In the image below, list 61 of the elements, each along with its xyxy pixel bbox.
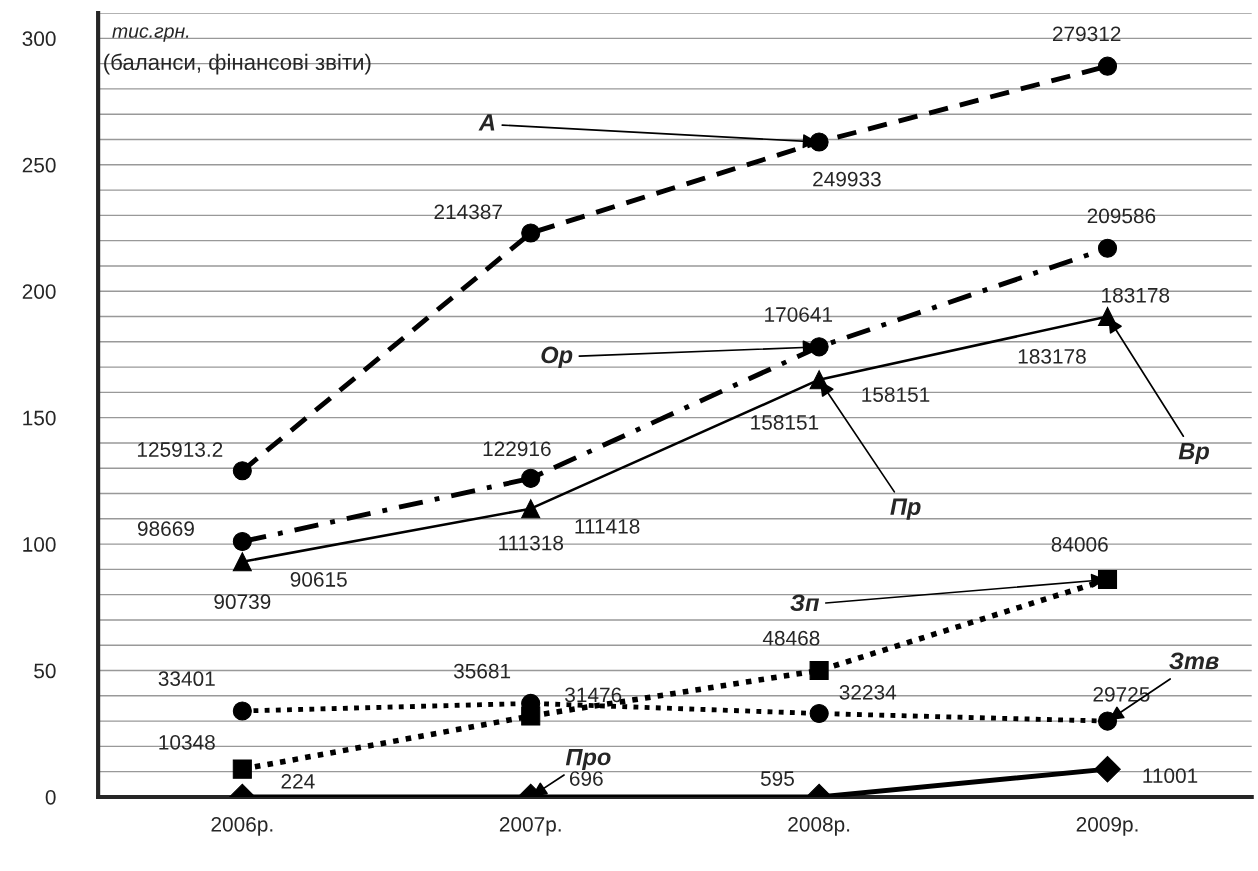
annotation: 279312 [1052,26,1121,42]
annotation: 98669 [137,521,194,537]
annotation: 90739 [214,594,271,610]
annotation: 10348 [159,734,215,750]
annotation: 111418 [575,518,640,534]
y-tick-label: 200 [22,284,56,299]
point [232,532,252,552]
annotation: 214387 [434,204,502,220]
annotation: 158151 [862,387,930,402]
point [232,701,252,721]
annotation: 32234 [839,684,897,700]
annotation: Вр [1178,442,1210,465]
annotation: А [478,114,495,131]
annotation: 111318 [499,535,564,551]
annotation: 35681 [453,663,511,679]
annotation: 84006 [1051,537,1108,552]
annotation: 31476 [565,687,622,703]
y-tick-label: 0 [45,789,56,805]
annotation: 209586 [1087,208,1156,224]
annotation: Ор [541,346,573,368]
y-tick-label: 150 [23,410,56,426]
annotation: Про [565,748,611,771]
point [521,468,541,488]
y-tick-label: 250 [22,157,56,173]
y-tick-label: 50 [34,663,56,679]
x-tick-label: 2008р. [788,816,850,836]
x-tick-label: 2006р. [211,816,273,836]
annotation: 249933 [813,171,881,187]
point [521,223,541,243]
point [1097,56,1118,76]
annotation: 90615 [290,572,347,587]
point [232,759,252,779]
annotation: 158151 [751,415,819,430]
y-tick-label: 300 [22,31,56,47]
x-tick-label: 2007р. [499,816,561,836]
annotation: 224 [281,773,315,789]
annotation: 125913.2 [137,442,223,457]
point [521,499,541,519]
annotation: 595 [760,771,794,786]
annotation: Зп [790,594,820,612]
point [809,660,829,681]
point [809,703,829,724]
point [1097,569,1118,590]
annotation: 183178 [1018,349,1086,364]
y-tick-label: 100 [23,537,56,552]
point [232,552,252,572]
annotation: 33401 [158,671,215,687]
annotation: 183178 [1102,287,1170,303]
annotation: 170641 [765,307,833,322]
annotation: 122916 [483,441,551,457]
point [1094,755,1121,783]
point [232,461,252,481]
text: (баланси, фінансові звіти) [104,53,371,75]
annotation: Пр [890,498,921,520]
annotation: 696 [569,771,603,786]
annotation: Зтв [1169,652,1219,670]
annotation: 11001 [1143,768,1198,784]
text: тис.грн. [112,27,189,42]
x-tick-label: 2009р. [1076,816,1138,836]
annotation: 48468 [762,630,820,646]
point [1097,238,1118,258]
